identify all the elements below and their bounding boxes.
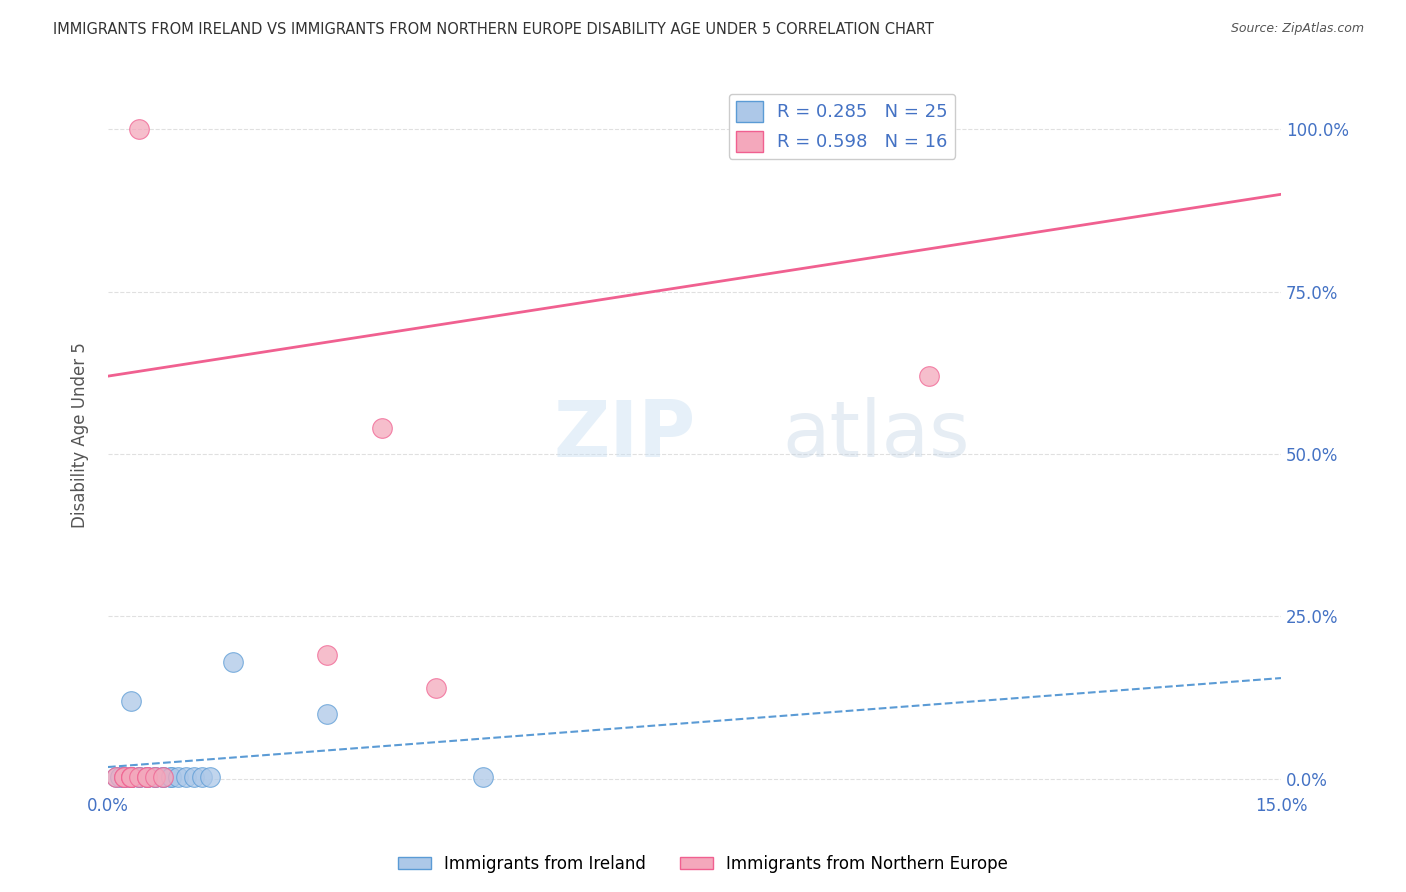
Point [918,369,941,384]
Point [128,770,150,784]
Point [120,770,142,784]
Point [159,770,181,784]
Point [152,770,174,784]
Point [316,648,339,663]
Point [191,770,214,784]
Point [472,770,495,784]
Point [112,770,135,784]
Point [136,770,159,784]
Legend: Immigrants from Ireland, Immigrants from Northern Europe: Immigrants from Ireland, Immigrants from… [391,848,1015,880]
Point [222,655,245,669]
Point [425,681,447,695]
Point [104,770,127,784]
Point [112,770,135,784]
Point [198,770,221,784]
Point [183,770,205,784]
Point [128,122,150,136]
Y-axis label: Disability Age Under 5: Disability Age Under 5 [72,342,89,527]
Point [370,421,392,435]
Point [143,770,166,784]
Point [112,770,135,784]
Point [316,706,339,721]
Text: atlas: atlas [783,397,970,473]
Point [159,770,181,784]
Point [120,770,142,784]
Point [128,770,150,784]
Point [136,770,159,784]
Text: ZIP: ZIP [554,397,696,473]
Text: IMMIGRANTS FROM IRELAND VS IMMIGRANTS FROM NORTHERN EUROPE DISABILITY AGE UNDER : IMMIGRANTS FROM IRELAND VS IMMIGRANTS FR… [53,22,935,37]
Point [143,770,166,784]
Point [167,770,190,784]
Point [174,770,197,784]
Point [152,770,174,784]
Point [120,770,142,784]
Point [152,770,174,784]
Legend: R = 0.285   N = 25, R = 0.598   N = 16: R = 0.285 N = 25, R = 0.598 N = 16 [728,94,955,159]
Point [120,770,142,784]
Point [143,770,166,784]
Point [128,770,150,784]
Point [104,770,127,784]
Point [108,770,131,784]
Point [136,770,159,784]
Point [112,770,135,784]
Text: Source: ZipAtlas.com: Source: ZipAtlas.com [1230,22,1364,36]
Point [120,770,142,784]
Point [120,694,142,708]
Point [136,770,159,784]
